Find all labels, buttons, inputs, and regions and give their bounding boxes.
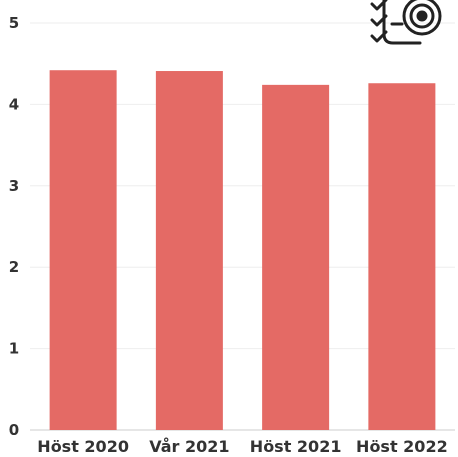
bar <box>368 83 436 431</box>
bar <box>49 70 117 430</box>
y-tick-label: 0 <box>9 421 19 439</box>
x-axis-ticks: Höst 2020 Vår 2021 Höst 2021 Höst 2022 <box>37 437 447 456</box>
x-tick-label: Höst 2021 <box>250 437 342 456</box>
y-tick-label: 2 <box>9 258 19 276</box>
bar <box>155 71 223 430</box>
x-tick-label: Höst 2020 <box>37 437 129 456</box>
x-tick-label: Vår 2021 <box>149 437 229 456</box>
bar <box>262 84 330 430</box>
y-tick-label: 5 <box>9 14 19 32</box>
checklist-target-icon <box>370 0 442 45</box>
x-tick-label: Höst 2022 <box>356 437 448 456</box>
y-axis-ticks: 0 1 2 3 4 5 <box>9 14 19 439</box>
y-tick-label: 1 <box>9 340 19 358</box>
y-tick-label: 3 <box>9 177 19 195</box>
bars <box>49 70 436 431</box>
y-tick-label: 4 <box>9 95 19 113</box>
